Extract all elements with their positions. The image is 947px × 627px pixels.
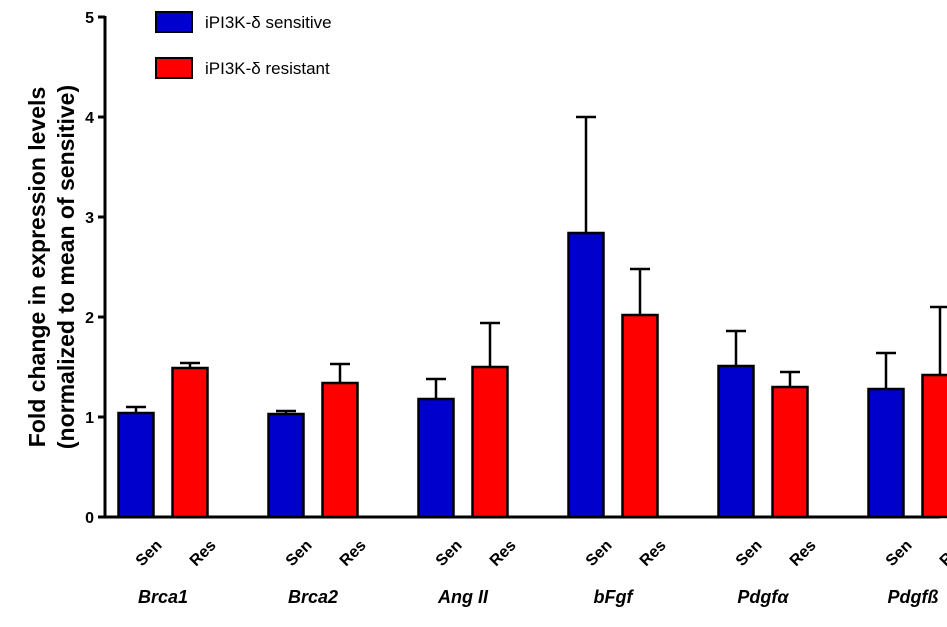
- bar-label-sen-3: Sen: [583, 537, 616, 570]
- y-axis-label: Fold change in expression levels (normal…: [24, 85, 79, 449]
- y-tick-label-5: 5: [85, 10, 94, 27]
- bar-res-2: [473, 367, 508, 517]
- bar-sen-5: [869, 389, 904, 517]
- bar-sen-3: [569, 233, 604, 517]
- category-label-2: Ang II: [437, 587, 489, 607]
- bar-label-sen-1: Sen: [283, 537, 316, 570]
- category-label-4: Pdgfα: [737, 587, 789, 607]
- bar-label-res-5: Res: [937, 537, 947, 570]
- y-axis-label-line1: Fold change in expression levels: [24, 87, 50, 447]
- bar-label-res-4: Res: [787, 537, 820, 570]
- y-tick-label-0: 0: [85, 510, 94, 527]
- bar-res-3: [623, 315, 658, 517]
- bar-res-4: [773, 387, 808, 517]
- category-label-1: Brca2: [288, 587, 338, 607]
- plot-area: 0 1 2 3 4 5 Sen Res Brca1 Sen Res Brca2 Sen Res Ang II…: [85, 10, 947, 607]
- category-label-0: Brca1: [138, 587, 188, 607]
- legend-swatch-sensitive: [156, 12, 192, 32]
- bar-sen-2: [419, 399, 454, 517]
- bar-label-sen-0: Sen: [133, 537, 166, 570]
- bar-label-res-3: Res: [637, 537, 670, 570]
- y-tick-label-3: 3: [85, 210, 94, 227]
- bar-label-sen-2: Sen: [433, 537, 466, 570]
- y-axis-label-line2: (normalized to mean of sensitive): [53, 85, 79, 449]
- bar-res-1: [323, 383, 358, 517]
- bar-label-sen-5: Sen: [883, 537, 916, 570]
- bar-label-res-1: Res: [337, 537, 370, 570]
- legend-swatch-resistant: [156, 58, 192, 78]
- category-label-5: Pdgfß: [888, 587, 939, 607]
- legend-label-resistant: iPI3K-δ resistant: [205, 59, 330, 78]
- y-tick-label-1: 1: [85, 410, 94, 427]
- bar-sen-0: [119, 413, 154, 517]
- y-tick-label-4: 4: [85, 110, 94, 127]
- bar-label-sen-4: Sen: [733, 537, 766, 570]
- bar-res-5: [923, 375, 947, 517]
- legend: iPI3K-δ sensitive iPI3K-δ resistant: [156, 12, 332, 78]
- legend-label-sensitive: iPI3K-δ sensitive: [205, 13, 332, 32]
- bar-res-0: [173, 368, 208, 517]
- bar-label-res-2: Res: [487, 537, 520, 570]
- bar-sen-4: [719, 366, 754, 517]
- category-label-3: bFgf: [594, 587, 635, 607]
- bar-label-res-0: Res: [187, 537, 220, 570]
- y-tick-label-2: 2: [85, 310, 94, 327]
- bar-sen-1: [269, 414, 304, 517]
